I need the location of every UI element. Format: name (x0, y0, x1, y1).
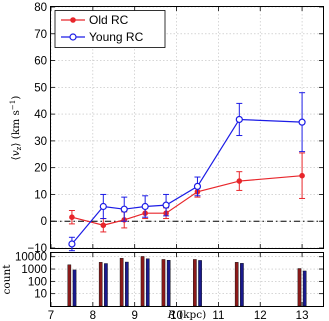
x-tick-label: 11 (212, 310, 224, 321)
count-bars (67, 256, 307, 307)
count-bar (302, 270, 307, 307)
count-bar (140, 256, 145, 307)
top-plot-frame (50, 6, 324, 249)
bottom-plot-frame (50, 252, 324, 307)
data-point (235, 115, 243, 124)
legend-box (54, 10, 166, 48)
count-bar (234, 262, 239, 307)
bottom-y-tick-label: 100 (28, 276, 47, 288)
x-tick-label: 7 (48, 310, 54, 321)
data-point (236, 178, 243, 184)
bottom-y-tick-label: 1000 (21, 264, 47, 276)
top-y-tick-label: 30 (34, 136, 47, 148)
x-tick-label: 12 (254, 310, 267, 321)
count-bar (145, 258, 150, 307)
top-y-tick-label: 80 (34, 2, 47, 14)
data-point (141, 202, 149, 211)
count-bar (198, 260, 202, 307)
top-y-tick-label: −10 (27, 243, 47, 255)
bottom-y-tick-label: 10 (34, 289, 47, 301)
bottom-y-axis-label: count (1, 264, 13, 295)
data-point (99, 202, 107, 211)
x-tick-label: 13 (296, 310, 309, 321)
data-point (298, 118, 306, 126)
legend-old-marker (70, 17, 76, 23)
top-y-tick-labels: −10 0 10 20 30 40 50 60 70 80 (27, 2, 47, 255)
legend-young-label: Young RC (89, 30, 144, 44)
data-point (69, 214, 75, 221)
velocity-series (68, 92, 306, 252)
count-bar (193, 259, 197, 307)
x-tick-labels: 7 8 9 10 11 12 13 (48, 310, 309, 321)
x-axis-label: R (kpc) (167, 309, 206, 321)
bottom-ticks (50, 253, 323, 306)
data-point (100, 222, 107, 229)
legend-old-label: Old RC (89, 13, 129, 27)
data-point (120, 205, 128, 213)
data-point (299, 172, 305, 179)
x-tick-label: 8 (90, 310, 96, 321)
x-tick-label: 9 (131, 310, 137, 321)
top-y-tick-label: 10 (34, 189, 47, 201)
bottom-grid (50, 253, 323, 306)
top-ticks (50, 6, 323, 249)
count-bar (297, 268, 302, 307)
count-bar (240, 263, 244, 307)
count-bar (67, 264, 72, 307)
count-bar (72, 269, 77, 307)
top-y-tick-label: 50 (34, 82, 47, 94)
data-point (162, 201, 170, 209)
count-bar (98, 262, 103, 307)
top-y-tick-label: 20 (34, 163, 47, 175)
x-tick-label: 10 (170, 310, 183, 321)
bottom-y-tick-label: 10000 (15, 252, 47, 264)
top-y-tick-label: 0 (41, 216, 47, 228)
count-bar (119, 258, 124, 307)
top-y-axis-label: ⟨vz⟩ (km s−1) (9, 96, 23, 161)
data-point (193, 182, 202, 191)
count-bar (125, 261, 129, 307)
count-bar (166, 260, 171, 307)
series-line (71, 118, 303, 245)
legend-young-marker (69, 33, 77, 41)
top-y-tick-label: 70 (34, 29, 47, 41)
top-y-tick-label: 40 (34, 109, 47, 121)
data-point (68, 240, 76, 248)
count-bar (161, 259, 166, 307)
top-y-tick-label: 60 (34, 56, 47, 68)
series-line (71, 175, 303, 226)
legend: Old RC Young RC (54, 10, 166, 48)
count-bar (104, 263, 108, 307)
